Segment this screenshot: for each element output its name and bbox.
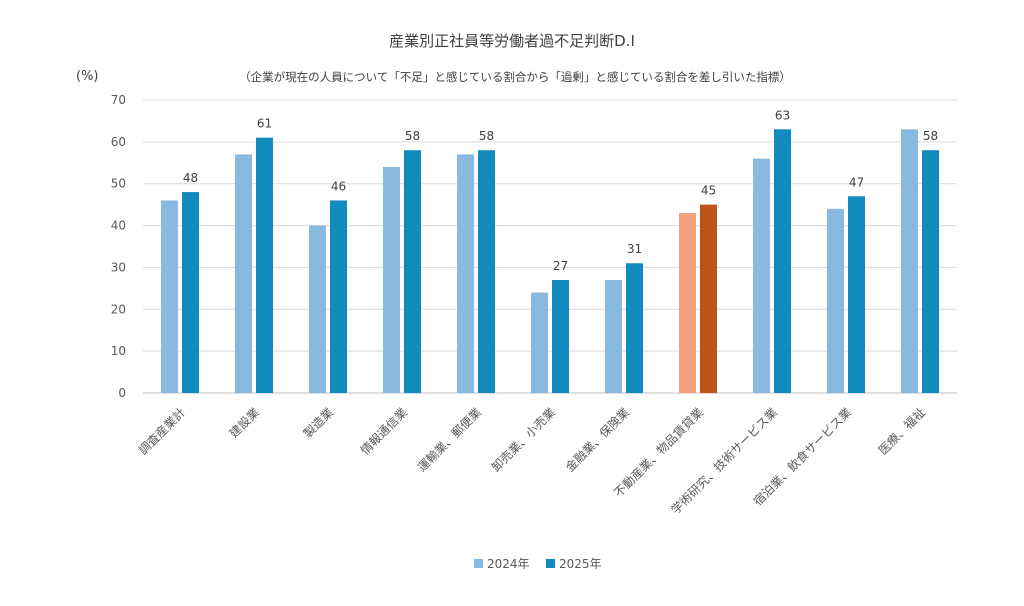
data-label-2025: 58 [923,129,938,143]
data-label-2025: 58 [479,129,494,143]
category-label: 調査産業計 [135,405,188,458]
category-label: 金融業、保険業 [562,405,632,475]
y-tick-label: 60 [111,135,126,149]
y-tick-label: 10 [111,344,126,358]
bar-2024 [753,158,770,393]
bar-2025 [552,279,569,393]
bar-2025 [330,200,347,393]
bar-2025 [626,263,643,393]
bar-2024 [901,129,918,394]
category-label: 情報通信業 [358,405,410,457]
bar-2025 [182,192,199,393]
bar-2025 [848,196,865,393]
gridlines [143,99,957,394]
bar-2025 [922,150,939,393]
y-tick-label: 30 [111,260,126,274]
bar-2024 [309,225,326,393]
bar-2025 [256,137,273,393]
legend-swatch [546,559,555,568]
category-label: 医療、福祉 [875,405,928,458]
y-axis-label: (%) [76,69,99,84]
y-axis-ticks: 0 10 20 30 40 50 60 70 [111,93,126,400]
y-tick-label: 70 [111,93,126,107]
bar-2024 [457,154,474,393]
data-label-2025: 63 [775,108,790,122]
category-label: 建設業 [226,405,262,441]
legend-swatch [474,559,483,568]
bars [161,129,939,394]
bar-2025 [478,150,495,393]
category-label: 運輸業、郵便業 [414,405,484,475]
bar-2024 [679,213,696,393]
bar-2024 [827,208,844,393]
data-label-2025: 31 [627,242,642,256]
legend-label: 2025年 [559,557,602,571]
y-tick-label: 50 [111,177,126,191]
category-label: 卸売業、小売業 [488,405,558,475]
data-label-2025: 45 [701,184,716,198]
x-axis-categories: 調査産業計 建設業 製造業 情報通信業 運輸業、郵便業 卸売業、小売業 金融業、保険業不動産… [135,405,928,517]
bar-2025 [404,150,421,393]
legend-label: 2024年 [487,557,530,571]
category-label: 製造業 [301,405,336,440]
data-label-2025: 48 [183,171,198,185]
data-label-2025: 27 [553,259,568,273]
bar-2025 [774,129,791,394]
data-labels: 48 61 46 58 58 27 31 45 63 47 58 [183,108,938,273]
bar-2024 [531,292,548,393]
bar-2024 [161,200,178,393]
data-label-2025: 46 [331,179,346,193]
bar-2024 [605,279,622,393]
data-label-2025: 61 [257,117,272,131]
y-tick-label: 40 [111,219,126,233]
chart-title: 産業別正社員等労働者過不足判断D.I [389,32,635,50]
bar-2025 [700,204,717,393]
legend: 2024年 2025年 [474,557,602,571]
y-tick-label: 0 [118,386,126,400]
data-label-2025: 58 [405,129,420,143]
chart-subtitle: （企業が現在の人員について「不足」と感じている割合から「過剰」と感じている割合を… [239,70,791,84]
bar-2024 [383,166,400,393]
bar-2024 [235,154,252,393]
data-label-2025: 47 [849,175,864,189]
y-tick-label: 20 [111,302,126,316]
